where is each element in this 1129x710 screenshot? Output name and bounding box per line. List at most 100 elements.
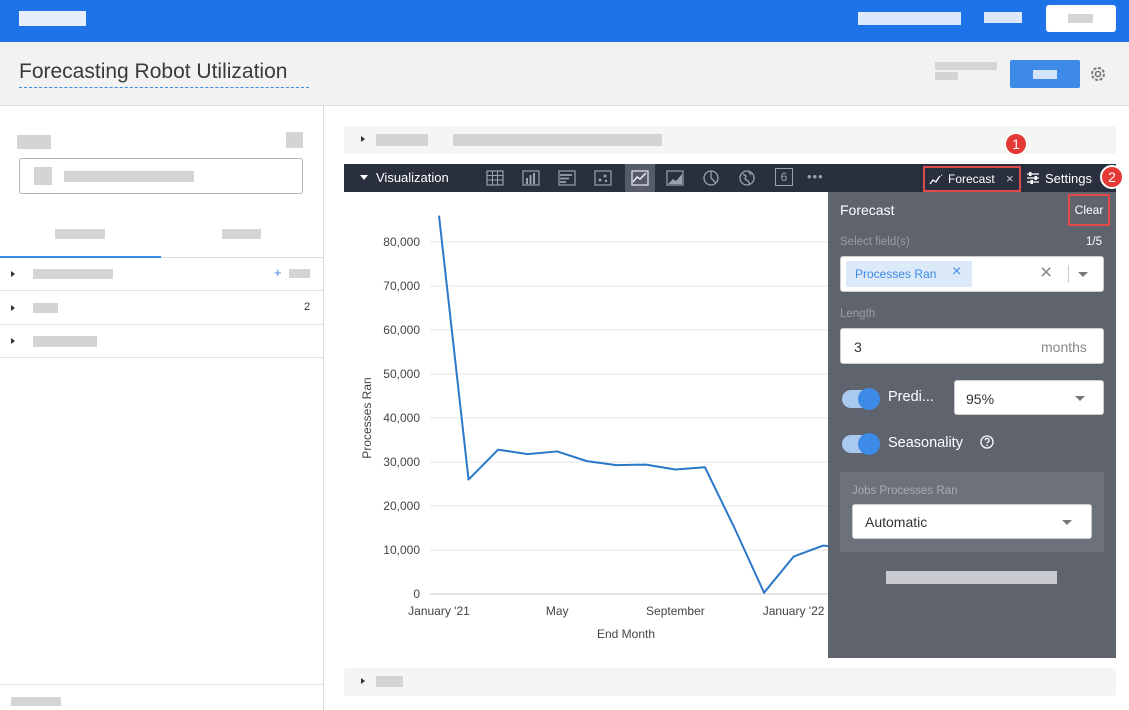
nav-link[interactable]	[984, 12, 1022, 23]
y-tick-label: 0	[413, 587, 420, 601]
line-chart: 0 10,000 20,000 30,000 40,000 50,000 60,000 70,…	[360, 215, 828, 641]
list-item[interactable]	[0, 325, 323, 358]
nav-link[interactable]	[858, 12, 961, 25]
tab-first[interactable]	[55, 229, 105, 239]
area-chart-icon[interactable]	[663, 168, 687, 188]
visualization-label[interactable]: Visualization	[376, 170, 449, 185]
expand-arrow-icon[interactable]	[361, 678, 365, 684]
add-icon[interactable]: +	[274, 265, 282, 280]
y-axis-label: Processes Ran	[360, 377, 374, 458]
nav-button[interactable]	[1046, 5, 1116, 32]
length-unit: months	[1041, 339, 1087, 355]
visualization-toolbar: Visualization 6 ••• Settings	[344, 164, 1116, 192]
section-label	[376, 676, 403, 687]
chevron-down-icon[interactable]	[1078, 272, 1088, 277]
forecast-icon	[929, 174, 943, 185]
line-chart-icon[interactable]	[625, 164, 655, 192]
bar-chart-icon[interactable]	[555, 168, 579, 188]
map-chart-icon[interactable]	[735, 168, 759, 188]
series-method-select[interactable]: Automatic	[852, 504, 1092, 539]
seasonality-toggle[interactable]	[842, 433, 880, 455]
x-tick-label: January '21	[408, 604, 470, 618]
gear-icon[interactable]	[1088, 64, 1108, 84]
more-icon[interactable]: •••	[807, 169, 824, 184]
series-method-value: Automatic	[865, 514, 928, 530]
column-chart-icon[interactable]	[519, 168, 543, 188]
expand-arrow-icon[interactable]	[11, 271, 15, 277]
app-logo[interactable]	[19, 11, 86, 26]
sidebar-action-icon[interactable]	[286, 132, 303, 148]
remove-chip-icon[interactable]: ×	[952, 263, 962, 280]
callout-badge-1: 1	[1004, 132, 1028, 156]
search-placeholder	[64, 171, 194, 182]
forecast-button[interactable]: Forecast ×	[923, 166, 1021, 192]
forecast-button-label: Forecast	[948, 172, 995, 186]
series-settings-label: Jobs Processes Ran	[852, 485, 958, 497]
x-tick-label: May	[546, 604, 569, 618]
prediction-label: Predi...	[888, 389, 934, 405]
select-divider	[1068, 265, 1069, 283]
single-value-icon[interactable]: 6	[775, 168, 793, 186]
length-value: 3	[854, 339, 862, 355]
expand-arrow-icon[interactable]	[11, 338, 15, 344]
collapse-arrow-icon[interactable]	[360, 175, 368, 180]
settings-sliders-icon[interactable]	[1026, 172, 1040, 184]
list-item[interactable]: +	[0, 258, 323, 291]
field-select[interactable]: Processes Ran × ×	[840, 256, 1104, 292]
top-navigation-bar	[0, 0, 1129, 42]
tab-second[interactable]	[222, 229, 261, 239]
header-info	[935, 72, 958, 80]
prediction-select[interactable]: 95%	[954, 380, 1104, 415]
pie-chart-icon[interactable]	[699, 168, 723, 188]
y-tick-label: 20,000	[383, 499, 420, 513]
y-tick-label: 10,000	[383, 543, 420, 557]
expand-arrow-icon[interactable]	[11, 305, 15, 311]
page-title[interactable]: Forecasting Robot Utilization	[19, 60, 309, 88]
search-input[interactable]	[19, 158, 303, 194]
footer-label[interactable]	[11, 697, 61, 706]
clear-button[interactable]: Clear	[1068, 194, 1110, 226]
callout-badge-2: 2	[1100, 165, 1124, 189]
series-line-processes-ran	[438, 215, 828, 594]
select-count: 1/5	[1086, 236, 1102, 248]
chevron-down-icon[interactable]	[1075, 396, 1085, 401]
selected-field-label: Processes Ran	[855, 267, 937, 281]
list-item[interactable]: 2	[0, 292, 323, 325]
y-tick-label: 50,000	[383, 367, 420, 381]
chevron-down-icon[interactable]	[1062, 520, 1072, 525]
collapsed-section[interactable]	[344, 126, 1116, 154]
clear-selection-icon[interactable]: ×	[1040, 261, 1053, 284]
search-icon	[34, 167, 52, 185]
active-tab-underline	[0, 256, 161, 258]
collapsed-section[interactable]	[344, 668, 1116, 696]
y-tick-label: 70,000	[383, 279, 420, 293]
list-item-label	[33, 303, 58, 313]
x-axis-label: End Month	[597, 627, 655, 641]
settings-label[interactable]: Settings	[1045, 171, 1092, 186]
expand-arrow-icon[interactable]	[361, 136, 365, 142]
y-tick-label: 80,000	[383, 235, 420, 249]
length-label: Length	[840, 308, 876, 320]
header-info	[935, 62, 997, 70]
x-tick-label: January '22	[763, 604, 825, 618]
section-description	[453, 134, 662, 146]
selected-field-chip[interactable]: Processes Ran ×	[846, 261, 972, 287]
close-icon[interactable]: ×	[1006, 171, 1014, 186]
left-sidebar: + 2	[0, 106, 324, 710]
header-primary-button[interactable]	[1010, 60, 1080, 88]
prediction-toggle[interactable]	[842, 388, 880, 410]
table-chart-icon[interactable]	[483, 168, 507, 188]
panel-footer-link[interactable]	[886, 571, 1057, 584]
y-tick-label: 40,000	[383, 411, 420, 425]
help-icon[interactable]	[979, 434, 995, 450]
scatter-chart-icon[interactable]	[591, 168, 615, 188]
select-fields-label: Select field(s)	[840, 236, 910, 248]
length-input[interactable]: 3 months	[840, 328, 1104, 364]
y-tick-label: 30,000	[383, 455, 420, 469]
sidebar-heading	[17, 135, 51, 149]
single-value-label: 6	[780, 170, 788, 184]
section-label	[376, 134, 428, 146]
x-tick-label: September	[646, 604, 705, 618]
list-item-count: 2	[304, 301, 311, 313]
divider	[0, 684, 323, 685]
